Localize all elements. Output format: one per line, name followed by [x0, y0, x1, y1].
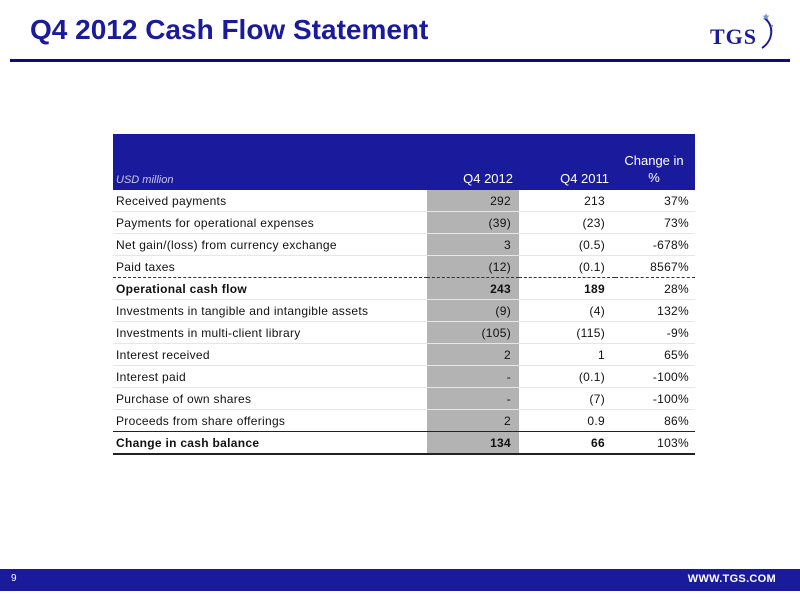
row-change: 86% [615, 409, 695, 432]
row-label: Paid taxes [113, 255, 427, 278]
row-change: 103% [615, 431, 695, 455]
title-divider [10, 59, 790, 62]
row-q4-2012: (105) [427, 321, 519, 344]
row-q4-2012: - [427, 365, 519, 388]
row-q4-2011: (4) [519, 299, 615, 322]
header-change: Change in % [615, 134, 695, 190]
row-label: Interest paid [113, 365, 427, 388]
row-change: -678% [615, 233, 695, 256]
row-q4-2012: (12) [427, 255, 519, 278]
table-row: Proceeds from share offerings 2 0.9 86% [113, 409, 695, 432]
cash-flow-table: USD million Q4 2012 Q4 2011 Change in % … [113, 134, 695, 455]
row-q4-2012: (39) [427, 211, 519, 234]
row-q4-2012: (9) [427, 299, 519, 322]
row-change: 132% [615, 299, 695, 322]
row-change: -9% [615, 321, 695, 344]
table-row: Received payments 292 213 37% [113, 190, 695, 212]
row-q4-2012: 134 [427, 431, 519, 455]
row-q4-2012: - [427, 387, 519, 410]
table-row: Interest paid - (0.1) -100% [113, 365, 695, 388]
table-row: Investments in multi-client library (105… [113, 321, 695, 344]
row-change: 8567% [615, 255, 695, 278]
table-row: Investments in tangible and intangible a… [113, 299, 695, 322]
row-label: Net gain/(loss) from currency exchange [113, 233, 427, 256]
header-change-line2: % [648, 170, 660, 185]
row-label: Change in cash balance [113, 431, 427, 455]
row-label: Payments for operational expenses [113, 211, 427, 234]
header-change-line1: Change in [624, 153, 684, 168]
tgs-logo: TGS [706, 10, 776, 54]
row-label: Operational cash flow [113, 277, 427, 300]
row-q4-2011: (0.1) [519, 255, 615, 278]
row-q4-2011: (7) [519, 387, 615, 410]
table-row: Interest received 2 1 65% [113, 343, 695, 366]
subtotal-row: Operational cash flow 243 189 28% [113, 277, 695, 300]
footer-bar: 9 WWW.TGS.COM [0, 569, 800, 591]
row-q4-2011: 189 [519, 277, 615, 300]
row-q4-2012: 243 [427, 277, 519, 300]
total-row: Change in cash balance 134 66 103% [113, 431, 695, 455]
table-row: Payments for operational expenses (39) (… [113, 211, 695, 234]
row-label: Interest received [113, 343, 427, 366]
row-q4-2011: 66 [519, 431, 615, 455]
row-change: 73% [615, 211, 695, 234]
row-label: Investments in tangible and intangible a… [113, 299, 427, 322]
cash-flow-table-container: USD million Q4 2012 Q4 2011 Change in % … [113, 134, 695, 455]
row-q4-2011: 0.9 [519, 409, 615, 432]
row-q4-2012: 292 [427, 190, 519, 212]
logo-text: TGS [710, 24, 758, 49]
row-change: 28% [615, 277, 695, 300]
row-label: Investments in multi-client library [113, 321, 427, 344]
row-label: Proceeds from share offerings [113, 409, 427, 432]
table-row: Net gain/(loss) from currency exchange 3… [113, 233, 695, 256]
row-label: Purchase of own shares [113, 387, 427, 410]
row-q4-2011: 1 [519, 343, 615, 366]
row-q4-2011: (115) [519, 321, 615, 344]
row-q4-2011: (23) [519, 211, 615, 234]
table-row: Paid taxes (12) (0.1) 8567% [113, 255, 695, 278]
row-q4-2011: (0.1) [519, 365, 615, 388]
footer-url-link[interactable]: WWW.TGS.COM [687, 573, 776, 585]
row-q4-2011: (0.5) [519, 233, 615, 256]
row-q4-2012: 2 [427, 409, 519, 432]
row-q4-2012: 3 [427, 233, 519, 256]
logo-swoosh-icon [761, 13, 774, 49]
table-row: Purchase of own shares - (7) -100% [113, 387, 695, 410]
row-change: 37% [615, 190, 695, 212]
row-q4-2012: 2 [427, 343, 519, 366]
row-label: Received payments [113, 190, 427, 212]
page-number: 9 [11, 573, 17, 584]
header-q4-2011: Q4 2011 [519, 134, 615, 190]
header-q4-2012: Q4 2012 [427, 134, 519, 190]
header-unit-label: USD million [113, 134, 427, 190]
row-q4-2011: 213 [519, 190, 615, 212]
row-change: -100% [615, 387, 695, 410]
row-change: -100% [615, 365, 695, 388]
row-change: 65% [615, 343, 695, 366]
page-title: Q4 2012 Cash Flow Statement [30, 14, 429, 45]
table-header-row: USD million Q4 2012 Q4 2011 Change in % [113, 134, 695, 190]
